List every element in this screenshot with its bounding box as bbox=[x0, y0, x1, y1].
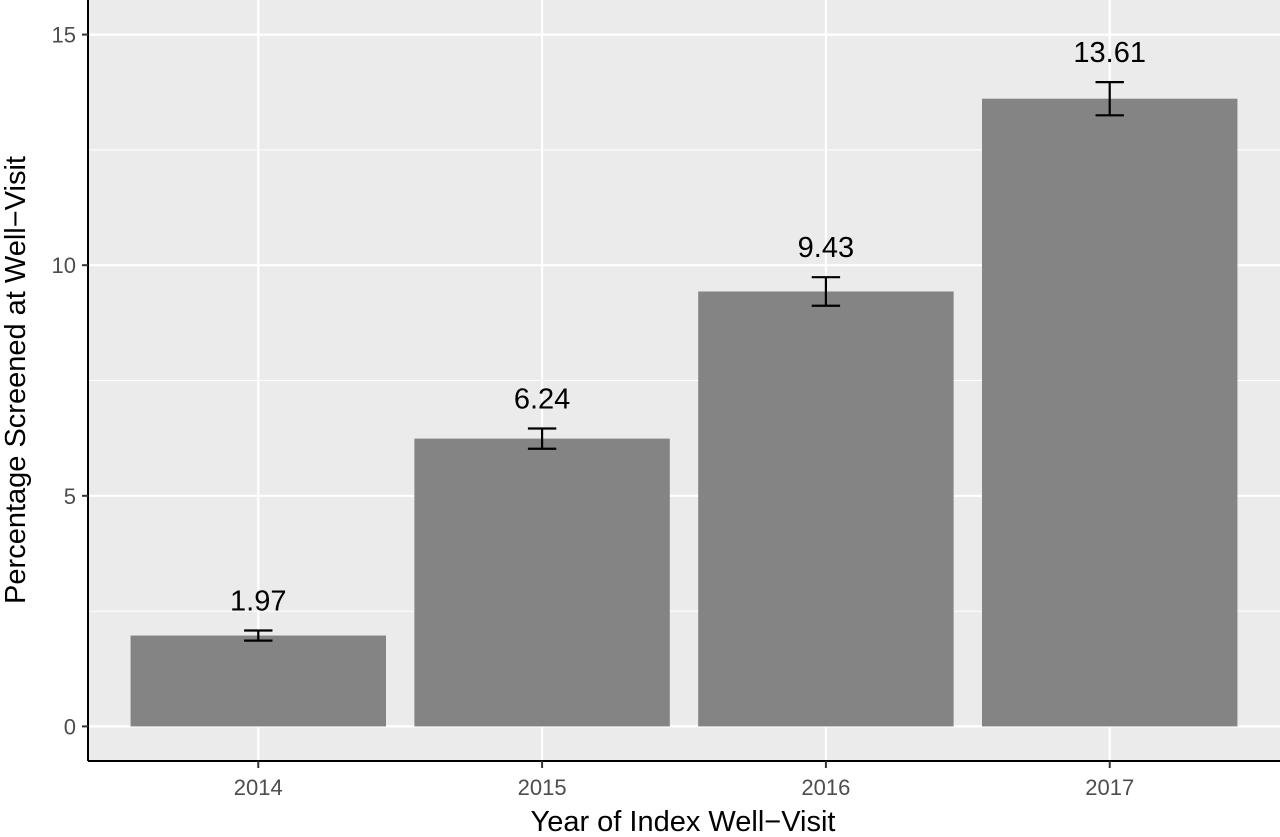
bars-layer bbox=[130, 98, 1238, 727]
x-tick-label: 2016 bbox=[801, 775, 850, 800]
x-tick-label: 2014 bbox=[234, 775, 283, 800]
y-tick-label: 10 bbox=[52, 253, 76, 278]
data-label-2017: 13.61 bbox=[1073, 37, 1146, 69]
bar-2017 bbox=[982, 98, 1238, 727]
bar-2016 bbox=[698, 291, 954, 727]
error-bar-2016 bbox=[811, 276, 841, 307]
x-tick-label: 2017 bbox=[1085, 775, 1134, 800]
y-tick-label: 15 bbox=[52, 23, 76, 48]
error-bar-2014 bbox=[244, 629, 273, 642]
data-label-2016: 9.43 bbox=[798, 232, 854, 264]
data-label-2015: 6.24 bbox=[514, 383, 570, 415]
x-ticks-layer: 2014 2015 2016 2017 bbox=[234, 761, 1134, 800]
error-bars-layer bbox=[244, 80, 1124, 642]
bar-2014 bbox=[130, 635, 386, 727]
bar-2015 bbox=[414, 438, 670, 727]
error-bar-2017 bbox=[1095, 80, 1124, 117]
error-bar-2015 bbox=[527, 427, 557, 450]
y-tick-label: 5 bbox=[64, 484, 76, 509]
x-axis-title: Year of Index Well−Visit bbox=[531, 806, 836, 837]
y-tick-label: 0 bbox=[64, 714, 76, 739]
y-ticks-layer: 0 5 10 15 bbox=[52, 23, 88, 739]
data-labels-layer: 1.97 6.24 9.43 13.61 bbox=[230, 37, 1146, 617]
data-label-2014: 1.97 bbox=[230, 585, 286, 617]
y-axis-title: Percentage Screened at Well−Visit bbox=[0, 156, 32, 604]
x-tick-label: 2015 bbox=[518, 775, 567, 800]
